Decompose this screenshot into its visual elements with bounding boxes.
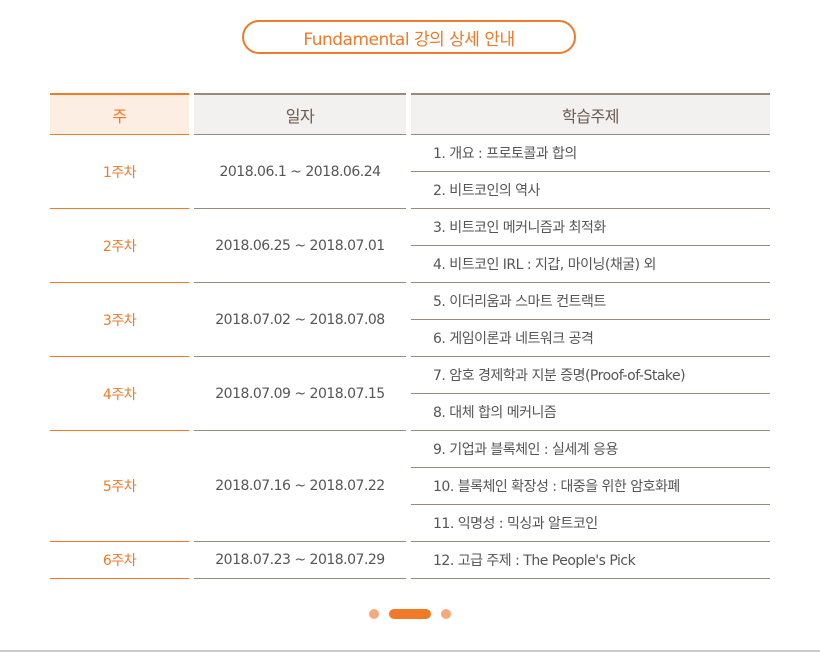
header-topic: 학습주제 bbox=[411, 93, 770, 135]
page-title: Fundamental 강의 상세 안내 bbox=[242, 20, 576, 54]
header-week: 주 bbox=[50, 93, 189, 135]
date-range: 2018.06.25 ~ 2018.07.01 bbox=[194, 209, 406, 283]
pagination-dots bbox=[0, 609, 820, 619]
pagination-dot-1[interactable] bbox=[369, 609, 379, 619]
topic-item: 6. 게임이론과 네트워크 공격 bbox=[411, 320, 770, 357]
schedule-table: 주 일자 학습주제 1주차 2018.06.1 ~ 2018.06.24 1. 개요… bbox=[50, 93, 770, 579]
week-label: 4주차 bbox=[50, 357, 189, 431]
topic-item: 1. 개요 : 프로토콜과 합의 bbox=[411, 135, 770, 172]
date-range: 2018.07.09 ~ 2018.07.15 bbox=[194, 357, 406, 431]
week-label: 6주차 bbox=[50, 542, 189, 579]
week-label: 1주차 bbox=[50, 135, 189, 209]
week-label: 3주차 bbox=[50, 283, 189, 357]
date-range: 2018.07.02 ~ 2018.07.08 bbox=[194, 283, 406, 357]
header-dates: 일자 bbox=[194, 93, 406, 135]
topic-item: 7. 암호 경제학과 지분 증명(Proof-of-Stake) bbox=[411, 357, 770, 394]
topic-item: 10. 블록체인 확장성 : 대중을 위한 암호화폐 bbox=[411, 468, 770, 505]
week-label: 2주차 bbox=[50, 209, 189, 283]
date-range: 2018.07.23 ~ 2018.07.29 bbox=[194, 542, 406, 579]
topic-item: 3. 비트코인 메커니즘과 최적화 bbox=[411, 209, 770, 246]
topic-item: 8. 대체 합의 메커니즘 bbox=[411, 394, 770, 431]
topic-item: 4. 비트코인 IRL : 지갑, 마이닝(채굴) 외 bbox=[411, 246, 770, 283]
pagination-dot-3[interactable] bbox=[441, 609, 451, 619]
date-range: 2018.07.16 ~ 2018.07.22 bbox=[194, 431, 406, 542]
topic-item: 12. 고급 주제 : The People's Pick bbox=[411, 542, 770, 579]
topic-item: 2. 비트코인의 역사 bbox=[411, 172, 770, 209]
topic-item: 5. 이더리움과 스마트 컨트랙트 bbox=[411, 283, 770, 320]
divider bbox=[0, 650, 820, 652]
date-range: 2018.06.1 ~ 2018.06.24 bbox=[194, 135, 406, 209]
topic-item: 9. 기업과 블록체인 : 실세계 응용 bbox=[411, 431, 770, 468]
pagination-dot-2[interactable] bbox=[389, 609, 431, 619]
week-label: 5주차 bbox=[50, 431, 189, 542]
topic-item: 11. 익명성 : 믹싱과 알트코인 bbox=[411, 505, 770, 542]
